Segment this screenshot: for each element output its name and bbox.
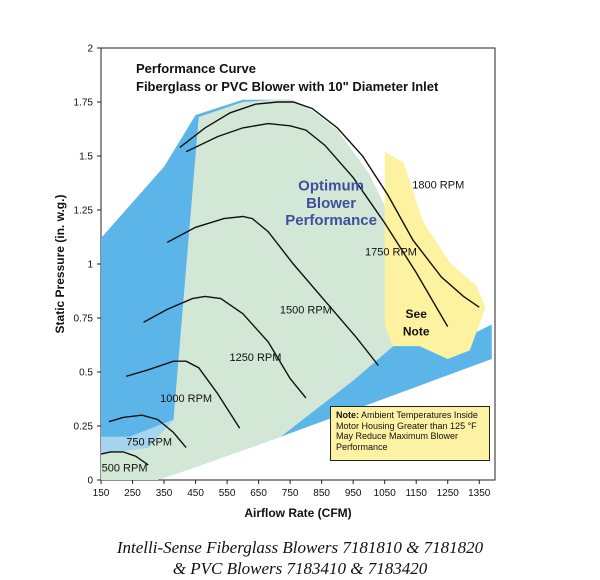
ambient-temperature-note: Note: Ambient Temperatures Inside Motor …	[330, 406, 490, 461]
curve-1000-rpm	[126, 360, 241, 429]
x-tick-label: 150	[93, 488, 110, 499]
y-tick-label: 1	[87, 260, 93, 271]
y-tick-label: 0.5	[79, 368, 93, 379]
caption-line-2: & PVC Blowers 7183410 & 7183420	[172, 559, 428, 578]
x-tick-label: 1150	[405, 488, 427, 499]
rpm-label-1800-rpm: 1800 RPM	[412, 179, 464, 191]
optimum-region-label: Optimum	[298, 178, 364, 195]
rpm-label-1750-rpm: 1750 RPM	[365, 246, 417, 258]
x-tick-label: 950	[345, 488, 362, 499]
x-axis-label: Airflow Rate (CFM)	[244, 506, 351, 520]
rpm-label-750-rpm: 750 RPM	[126, 436, 172, 448]
y-tick-label: 0	[87, 476, 93, 487]
performance-chart: 150 250 350 450 550 650 750 850 950 1050 1150 1250 1…	[53, 44, 496, 520]
optimum-performance-region	[101, 99, 429, 481]
y-tick-label: 1.5	[79, 152, 93, 163]
rpm-label-1500-rpm: 1500 RPM	[280, 305, 332, 317]
x-tick-label: 850	[313, 488, 330, 499]
curve-500-rpm	[100, 451, 149, 466]
see-note-label: See	[406, 307, 428, 321]
caption-line-1: Intelli-Sense Fiberglass Blowers 7181810…	[116, 538, 484, 557]
y-tick-label: 1.75	[74, 98, 94, 109]
curve-1750-rpm	[185, 122, 449, 327]
x-tick-label: 750	[282, 488, 299, 499]
curve-1500-rpm	[166, 215, 379, 366]
x-tick-label: 250	[124, 488, 141, 499]
low-flow-region	[101, 419, 174, 455]
optimum-region-label: Performance	[285, 212, 377, 229]
regions-layer	[101, 99, 492, 481]
curves-layer	[100, 101, 480, 466]
y-tick-label: 0.75	[74, 314, 94, 325]
note-label: Note:	[336, 410, 359, 420]
x-tick-label: 1050	[374, 488, 397, 499]
curve-1800-rpm	[179, 101, 480, 308]
x-tick-label: 450	[187, 488, 204, 499]
curve-1250-rpm	[143, 295, 307, 399]
x-tick-label: 650	[250, 488, 267, 499]
x-tick-label: 1250	[437, 488, 460, 499]
ticks-layer: 150 250 350 450 550 650 750 850 950 1050 1150 1250 1…	[74, 44, 491, 500]
rpm-label-500-rpm: 500 RPM	[102, 462, 148, 474]
x-tick-label: 350	[156, 488, 173, 499]
rpm-label-1000-rpm: 1000 RPM	[160, 393, 212, 405]
y-axis-label: Static Pressure (in. w.g.)	[53, 195, 67, 334]
optimum-region-label: Blower	[306, 195, 356, 212]
y-tick-label: 2	[87, 44, 93, 55]
note-text: Ambient Temperatures Inside Motor Housin…	[336, 410, 478, 452]
x-tick-label: 550	[219, 488, 236, 499]
rpm-label-1250-rpm: 1250 RPM	[229, 352, 281, 364]
see-note-label: Note	[403, 324, 430, 338]
y-tick-label: 1.25	[74, 206, 94, 217]
chart-title: Performance Curve	[136, 61, 256, 76]
see-note-region	[384, 151, 486, 359]
chart-subtitle: Fiberglass or PVC Blower with 10" Diamet…	[136, 79, 439, 94]
x-tick-label: 1350	[468, 488, 491, 499]
curve-750-rpm	[108, 414, 187, 449]
labels-layer: 500 RPM 750 RPM 1000 RPM 1250 RPM 1500 RPM 17…	[102, 178, 465, 475]
y-tick-label: 0.25	[74, 422, 94, 433]
